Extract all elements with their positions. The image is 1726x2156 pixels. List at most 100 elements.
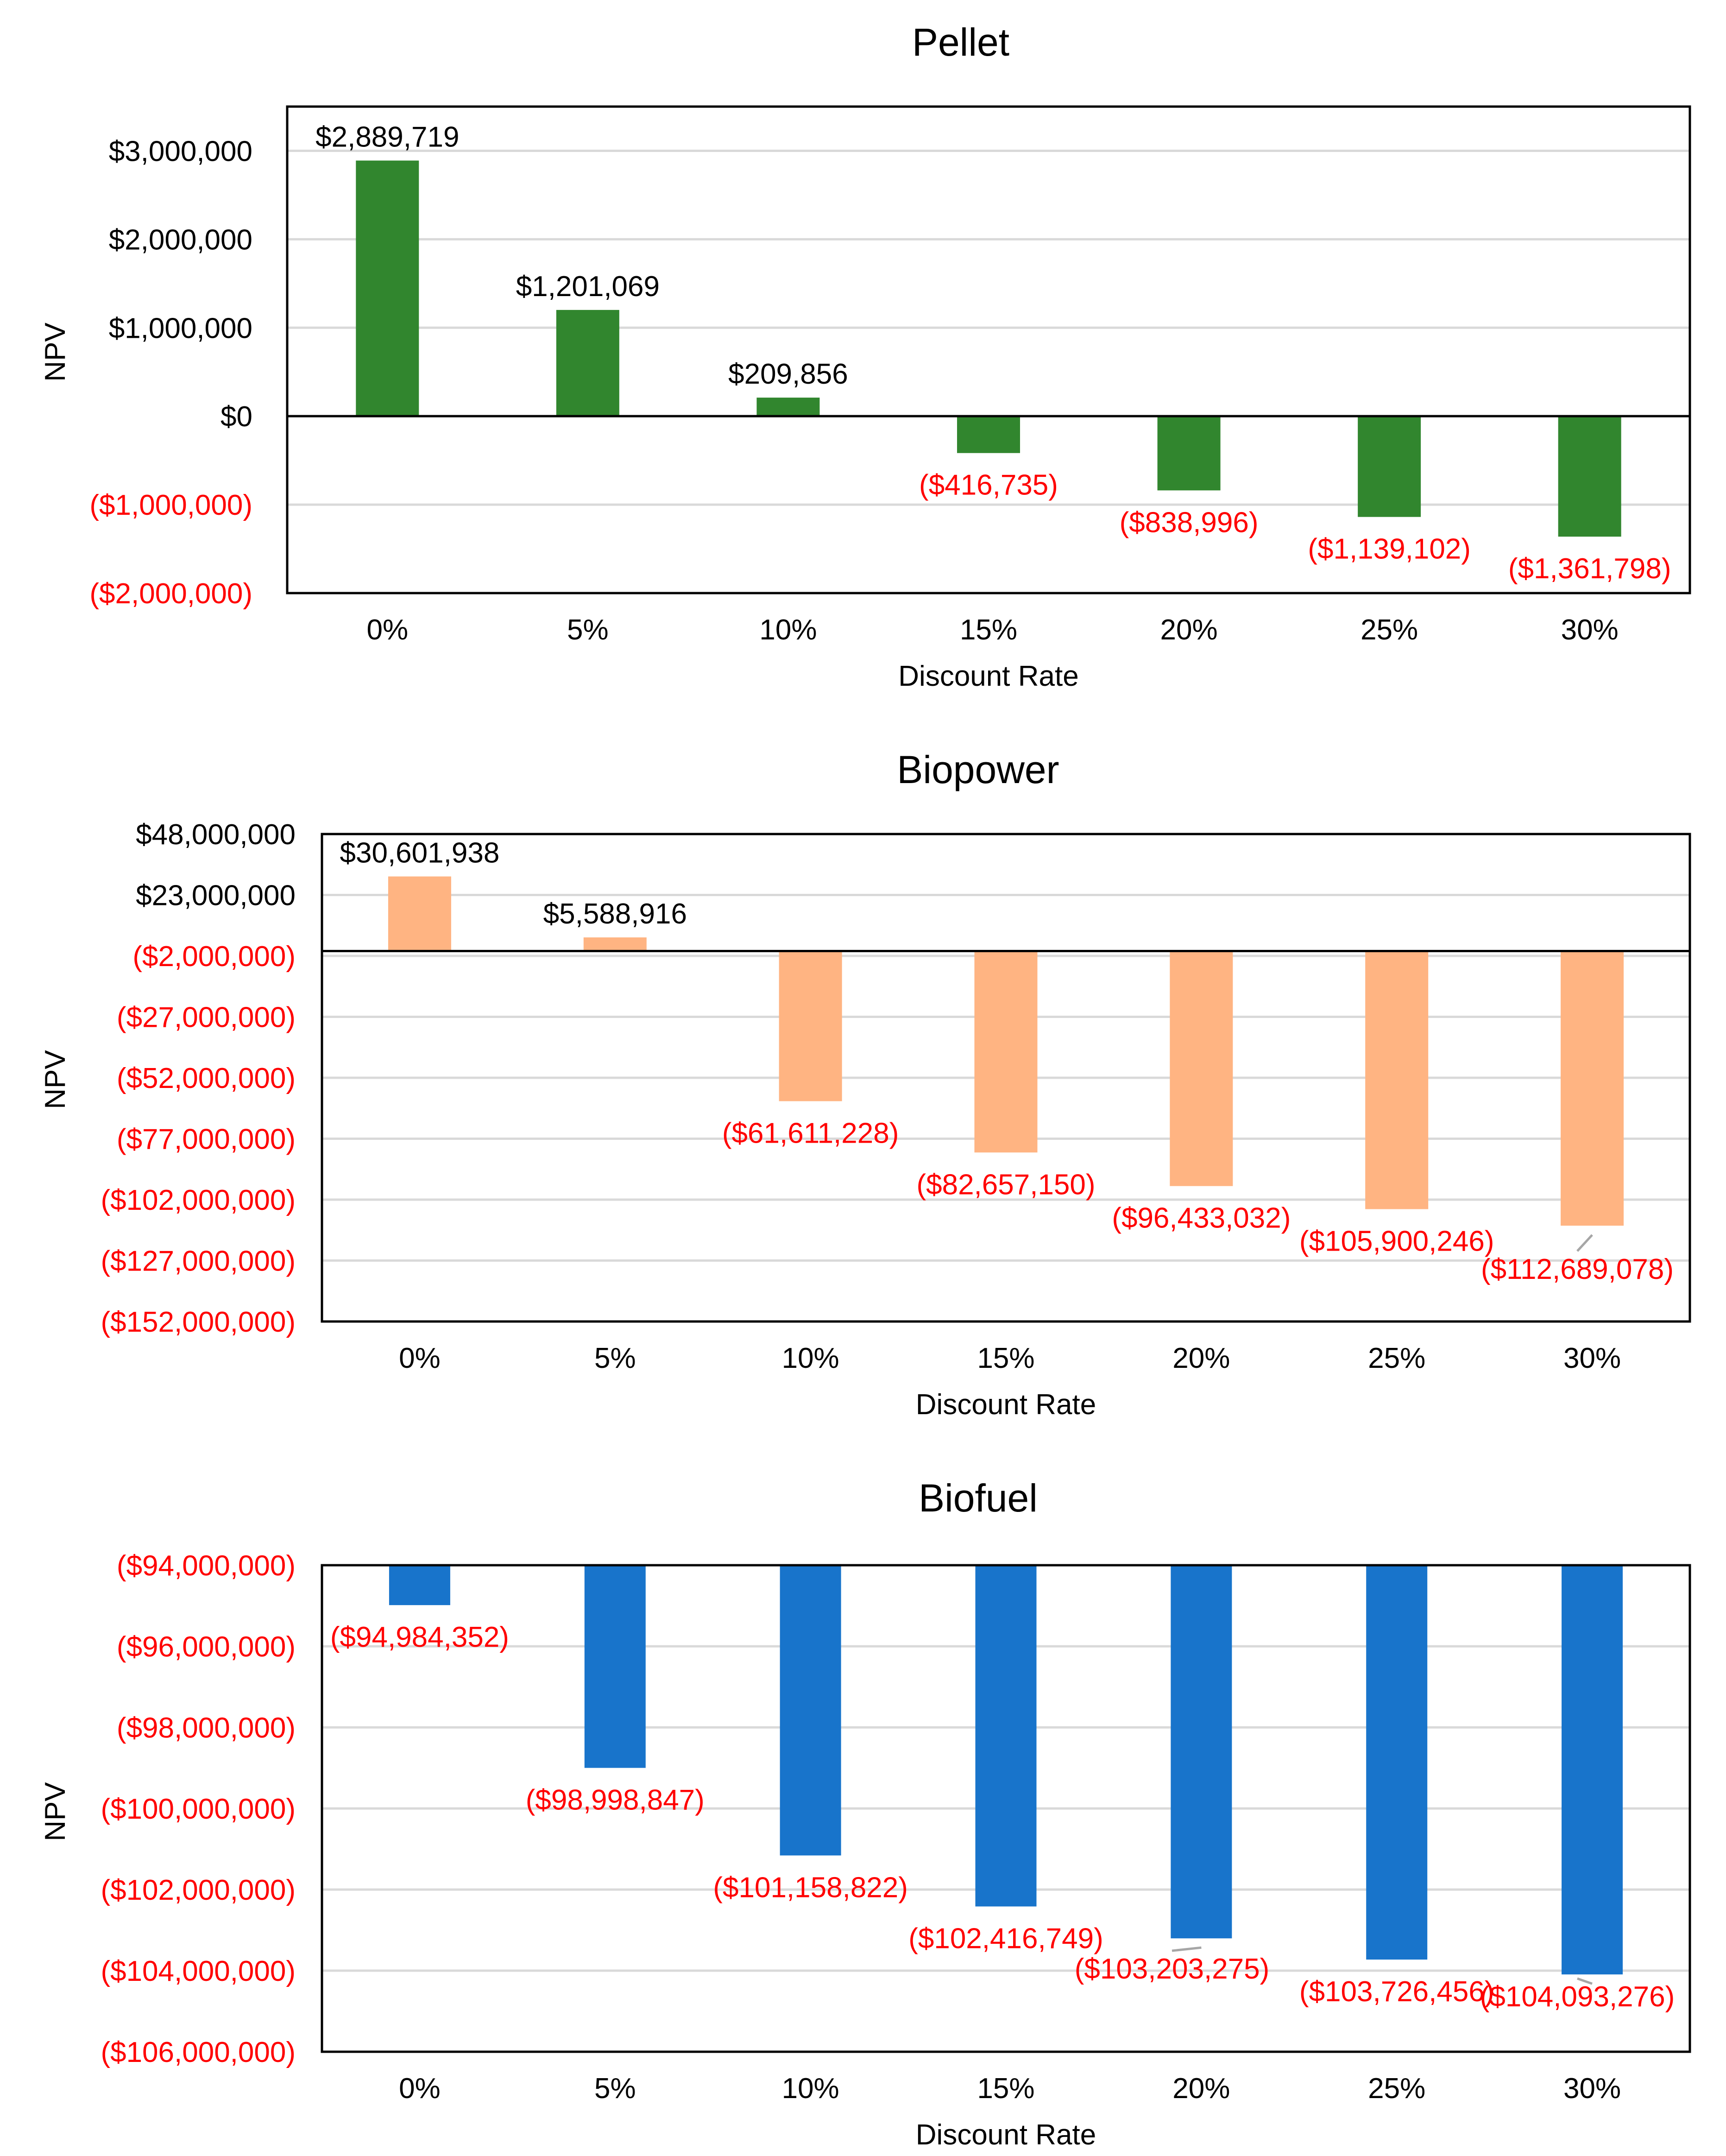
pellet-ytick-label: $2,000,000 (109, 224, 252, 256)
biopower-xtick-label: 30% (1563, 1342, 1621, 1374)
biofuel-chart: Biofuel ($94,000,000) ($96,000,000) ($98,00… (39, 1476, 1691, 2151)
pellet-bar (957, 416, 1020, 453)
biopower-ytick-label: ($2,000,000) (132, 941, 296, 973)
pellet-data-label: ($838,996) (1120, 506, 1259, 538)
biofuel-ytick-label: ($106,000,000) (101, 2036, 296, 2068)
pellet-yaxis-label: NPV (39, 322, 71, 382)
pellet-xaxis-label: Discount Rate (898, 660, 1078, 692)
biopower-bar (583, 937, 647, 951)
biofuel-label-leader (1172, 1946, 1202, 1952)
biofuel-xaxis-label: Discount Rate (916, 2119, 1096, 2151)
biopower-ytick-label: $23,000,000 (136, 880, 296, 912)
biopower-chart: Biopower $48,000,000 $23,000,000 ($2,000,00… (39, 748, 1691, 1421)
biopower-bar (1561, 951, 1624, 1226)
biofuel-xtick-label: 0% (399, 2073, 441, 2105)
pellet-plot-frame (286, 105, 1691, 594)
pellet-bar (556, 310, 619, 417)
biofuel-data-label: ($104,093,276) (1480, 1981, 1675, 2013)
pellet-xtick-label: 30% (1561, 614, 1619, 646)
biopower-ytick-label: ($102,000,000) (101, 1184, 296, 1216)
biopower-xtick-label: 15% (977, 1342, 1034, 1374)
biopower-xtick-label: 0% (399, 1342, 441, 1374)
biopower-xtick-label: 5% (594, 1342, 636, 1374)
biopower-data-label: $30,601,938 (340, 837, 500, 869)
pellet-xtick-label: 5% (567, 614, 609, 646)
pellet-ytick-label: $3,000,000 (109, 135, 252, 167)
biofuel-bar (1171, 1565, 1232, 1939)
biofuel-bar (389, 1565, 450, 1606)
biofuel-xtick-label: 5% (594, 2073, 636, 2105)
pellet-data-label: ($416,735) (919, 469, 1058, 501)
biofuel-bar (1562, 1565, 1623, 1975)
pellet-bar (1358, 416, 1421, 517)
biofuel-data-label: ($102,416,749) (908, 1922, 1103, 1954)
biofuel-data-label: ($98,998,847) (526, 1784, 705, 1816)
pellet-title: Pellet (912, 20, 1009, 64)
biofuel-bar (975, 1565, 1037, 1907)
biofuel-bar (1366, 1565, 1428, 1960)
biofuel-xtick-label: 30% (1563, 2073, 1621, 2105)
pellet-xtick-label: 10% (759, 614, 817, 646)
biopower-xaxis-label: Discount Rate (916, 1389, 1096, 1421)
pellet-data-label: ($1,139,102) (1308, 533, 1471, 565)
biofuel-ytick-label: ($100,000,000) (101, 1793, 296, 1825)
biopower-ytick-label: ($52,000,000) (117, 1062, 296, 1094)
biopower-bar (1365, 951, 1429, 1209)
pellet-ytick-label: ($2,000,000) (89, 578, 252, 610)
pellet-data-label: $1,201,069 (516, 271, 660, 303)
biopower-xtick-label: 10% (782, 1342, 839, 1374)
pellet-bar (1157, 416, 1221, 491)
biofuel-xtick-label: 15% (977, 2073, 1034, 2105)
pellet-xtick-label: 15% (960, 614, 1017, 646)
biofuel-bar (584, 1565, 646, 1768)
pellet-xtick-label: 20% (1160, 614, 1218, 646)
biopower-ytick-label: $48,000,000 (136, 819, 296, 851)
biopower-bar (1170, 951, 1233, 1186)
biofuel-data-label: ($101,158,822) (713, 1871, 908, 1903)
biopower-ytick-label: ($152,000,000) (101, 1306, 296, 1338)
pellet-ytick-label: $0 (220, 401, 252, 433)
biofuel-xtick-label: 25% (1368, 2073, 1425, 2105)
biofuel-data-label: ($103,726,456) (1299, 1976, 1494, 2008)
biopower-bar (779, 951, 842, 1101)
pellet-ytick-label: $1,000,000 (109, 312, 252, 344)
biopower-bar (974, 951, 1038, 1153)
biopower-data-label: ($112,689,078) (1481, 1253, 1674, 1285)
biopower-ytick-label: ($27,000,000) (117, 1002, 296, 1034)
biofuel-yaxis-label: NPV (39, 1782, 71, 1841)
pellet-chart: Pellet $3,000,000 $2,000,000 $1,000,000 $0 ($… (39, 20, 1691, 692)
biopower-data-label: $5,588,916 (543, 898, 687, 930)
biopower-xtick-label: 25% (1368, 1342, 1425, 1374)
biofuel-data-label: ($103,203,275) (1075, 1953, 1270, 1985)
pellet-bar (356, 160, 419, 417)
biofuel-bar (780, 1565, 841, 1856)
biopower-bar (388, 876, 451, 951)
pellet-xtick-label: 25% (1361, 614, 1418, 646)
pellet-data-label: ($1,361,798) (1508, 553, 1671, 585)
biofuel-ytick-label: ($94,000,000) (117, 1550, 296, 1582)
biofuel-ytick-label: ($98,000,000) (117, 1712, 296, 1744)
pellet-data-label: $209,856 (728, 358, 848, 390)
biopower-yaxis-label: NPV (39, 1050, 71, 1109)
biopower-data-label: ($61,611,228) (722, 1118, 899, 1150)
biopower-data-label: ($96,433,032) (1112, 1202, 1291, 1234)
biofuel-ytick-label: ($102,000,000) (101, 1874, 296, 1906)
biopower-title: Biopower (897, 748, 1059, 791)
biopower-data-label: ($105,900,246) (1299, 1226, 1494, 1258)
biofuel-title: Biofuel (919, 1476, 1038, 1520)
pellet-bar (1558, 416, 1621, 537)
biofuel-xtick-label: 20% (1172, 2073, 1230, 2105)
biofuel-label-leader (1577, 1977, 1593, 1985)
biopower-label-leader (1576, 1234, 1593, 1252)
biofuel-ytick-label: ($104,000,000) (101, 1955, 296, 1987)
biofuel-plot-frame (321, 1564, 1691, 2053)
biopower-ytick-label: ($127,000,000) (101, 1246, 296, 1277)
biopower-plot-frame (321, 833, 1691, 1323)
pellet-ytick-label: ($1,000,000) (89, 489, 252, 521)
biofuel-xtick-label: 10% (782, 2073, 839, 2105)
biofuel-data-label: ($94,984,352) (330, 1621, 509, 1653)
biopower-data-label: ($82,657,150) (916, 1169, 1095, 1201)
biopower-ytick-label: ($77,000,000) (117, 1124, 296, 1156)
